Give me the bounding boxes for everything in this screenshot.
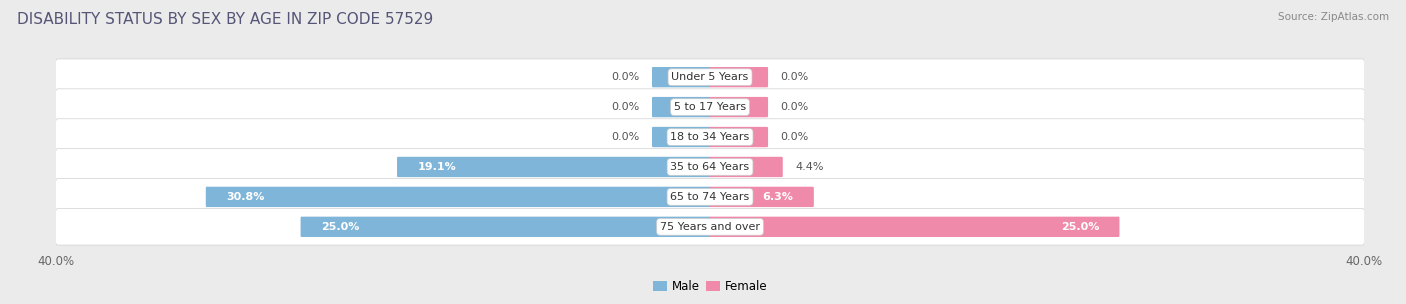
Text: Under 5 Years: Under 5 Years: [672, 72, 748, 82]
FancyBboxPatch shape: [55, 179, 1365, 215]
FancyBboxPatch shape: [55, 59, 1365, 95]
FancyBboxPatch shape: [396, 157, 711, 177]
Text: 19.1%: 19.1%: [418, 162, 456, 172]
FancyBboxPatch shape: [652, 127, 711, 147]
Text: 35 to 64 Years: 35 to 64 Years: [671, 162, 749, 172]
FancyBboxPatch shape: [652, 67, 711, 87]
FancyBboxPatch shape: [709, 157, 783, 177]
FancyBboxPatch shape: [55, 119, 1365, 155]
FancyBboxPatch shape: [652, 97, 711, 117]
Text: 75 Years and over: 75 Years and over: [659, 222, 761, 232]
Text: 0.0%: 0.0%: [612, 132, 640, 142]
FancyBboxPatch shape: [301, 217, 711, 237]
Text: 6.3%: 6.3%: [762, 192, 793, 202]
FancyBboxPatch shape: [709, 217, 1119, 237]
Text: 0.0%: 0.0%: [780, 102, 808, 112]
Text: 0.0%: 0.0%: [612, 102, 640, 112]
FancyBboxPatch shape: [55, 209, 1365, 245]
Text: 30.8%: 30.8%: [226, 192, 264, 202]
FancyBboxPatch shape: [709, 67, 768, 87]
FancyBboxPatch shape: [55, 149, 1365, 185]
Text: 4.4%: 4.4%: [794, 162, 824, 172]
FancyBboxPatch shape: [709, 187, 814, 207]
Legend: Male, Female: Male, Female: [648, 275, 772, 298]
Text: Source: ZipAtlas.com: Source: ZipAtlas.com: [1278, 12, 1389, 22]
Text: 65 to 74 Years: 65 to 74 Years: [671, 192, 749, 202]
Text: 5 to 17 Years: 5 to 17 Years: [673, 102, 747, 112]
Text: DISABILITY STATUS BY SEX BY AGE IN ZIP CODE 57529: DISABILITY STATUS BY SEX BY AGE IN ZIP C…: [17, 12, 433, 27]
Text: 25.0%: 25.0%: [1060, 222, 1099, 232]
Text: 0.0%: 0.0%: [612, 72, 640, 82]
FancyBboxPatch shape: [55, 89, 1365, 125]
Text: 18 to 34 Years: 18 to 34 Years: [671, 132, 749, 142]
Text: 0.0%: 0.0%: [780, 72, 808, 82]
FancyBboxPatch shape: [709, 97, 768, 117]
Text: 25.0%: 25.0%: [321, 222, 360, 232]
FancyBboxPatch shape: [205, 187, 711, 207]
FancyBboxPatch shape: [709, 127, 768, 147]
Text: 0.0%: 0.0%: [780, 132, 808, 142]
